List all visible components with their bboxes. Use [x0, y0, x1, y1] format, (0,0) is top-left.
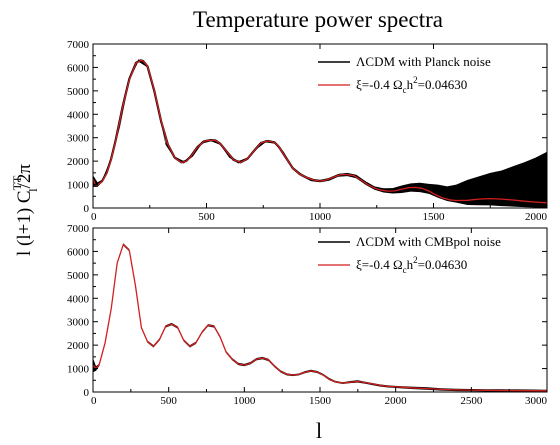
x-tick-label: 1000 — [233, 395, 256, 407]
y-label-sup: TT — [10, 175, 24, 190]
plot-area — [93, 59, 547, 208]
y-tick-label: 4000 — [67, 293, 90, 305]
x-tick-label: 500 — [198, 211, 215, 223]
chart-title: Temperature power spectra — [193, 7, 443, 32]
y-tick-label: 0 — [84, 203, 90, 215]
y-tick-label: 2000 — [67, 340, 90, 352]
x-tick-label: 0 — [91, 395, 97, 407]
series-line-1 — [93, 243, 547, 392]
y-label-post: /2π — [14, 164, 35, 189]
y-tick-label: 7000 — [67, 223, 90, 235]
y-tick-label: 3000 — [67, 317, 90, 329]
y-axis-label: l (l+1) CTT l/2π — [10, 164, 40, 256]
y-label-sub: l — [26, 188, 40, 192]
y-label-pre: l (l+1) C — [14, 190, 35, 256]
series-line-2 — [93, 59, 547, 204]
legend-label: ξ=-0.4 Ωch2=0.04630 — [356, 255, 467, 275]
x-tick-label: 1500 — [423, 211, 446, 223]
y-tick-label: 6000 — [67, 62, 90, 74]
y-tick-label: 1000 — [67, 180, 90, 192]
legend-label: ΛCDM with Planck noise — [356, 54, 491, 69]
legend-label: ΛCDM with CMBpol noise — [356, 234, 501, 249]
x-tick-label: 1000 — [309, 211, 332, 223]
y-tick-label: 4000 — [67, 109, 90, 121]
x-tick-label: 500 — [160, 395, 177, 407]
y-tick-label: 6000 — [67, 246, 90, 258]
y-tick-label: 5000 — [67, 270, 90, 282]
y-tick-label: 0 — [84, 387, 90, 399]
noise-band-1 — [93, 59, 547, 208]
x-tick-label: 1500 — [309, 395, 332, 407]
y-tick-label: 2000 — [67, 156, 90, 168]
top-panel: 0 1000 2000 3000 4000 5000 6000 7000 0 500 1000 150… — [67, 39, 548, 223]
x-axis-label: l — [316, 418, 322, 443]
legend-label: ξ=-0.4 Ωch2=0.04630 — [356, 75, 467, 95]
y-tick-label: 7000 — [67, 39, 90, 51]
plot-area — [93, 243, 547, 392]
y-tick-label: 3000 — [67, 133, 90, 145]
plot-frame — [92, 227, 548, 393]
x-tick-label: 3000 — [525, 395, 548, 407]
y-tick-label: 5000 — [67, 86, 90, 98]
x-tick-label: 0 — [91, 211, 97, 223]
bottom-panel: 0 1000 2000 3000 4000 5000 6000 7000 0 500 1000 150… — [67, 223, 548, 407]
x-tick-label: 2500 — [460, 395, 483, 407]
x-tick-label: 2000 — [525, 211, 548, 223]
y-tick-label: 1000 — [67, 364, 90, 376]
x-tick-label: 2000 — [385, 395, 408, 407]
